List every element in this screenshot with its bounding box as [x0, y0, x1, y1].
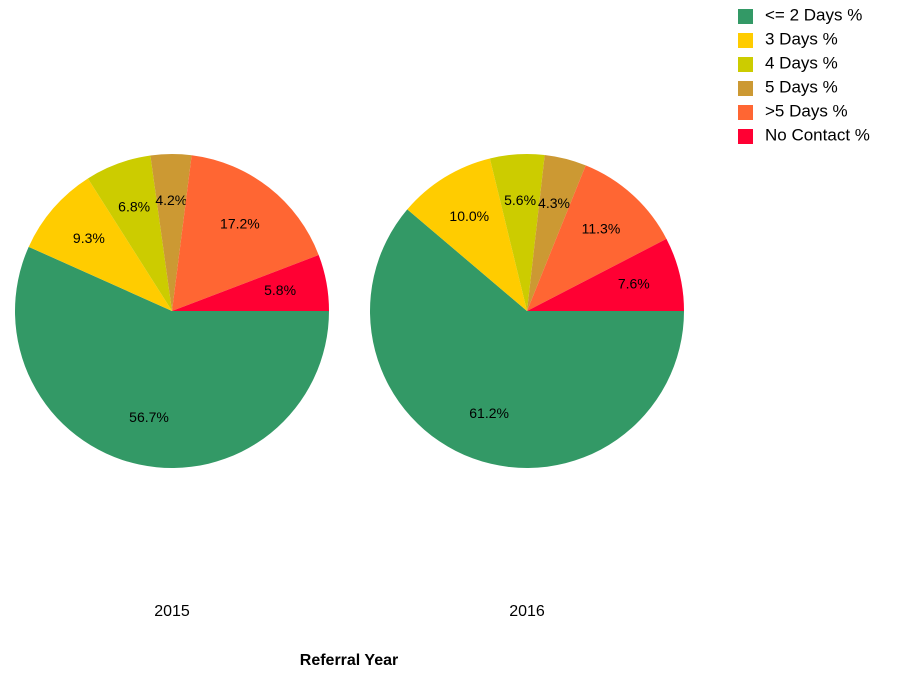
legend-swatch [738, 57, 753, 72]
legend-swatch [738, 129, 753, 144]
data-label: 17.2% [220, 215, 260, 231]
data-label: 10.0% [449, 208, 489, 224]
data-label: 61.2% [469, 405, 509, 421]
pie-slice [527, 155, 586, 311]
data-label: 5.8% [264, 282, 296, 298]
pie-slice [527, 238, 684, 311]
legend-label: >5 Days % [765, 101, 848, 120]
pie-slice [489, 154, 545, 311]
data-label: 56.7% [129, 409, 169, 425]
x-axis-label: Referral Year [300, 652, 398, 669]
pie-slice [28, 178, 172, 311]
legend-label: 3 Days % [765, 29, 838, 48]
legend-label: 5 Days % [765, 77, 838, 96]
pie-slice [370, 209, 684, 468]
pie-slice [87, 155, 172, 311]
data-label: 11.3% [582, 220, 621, 236]
data-label: 9.3% [73, 230, 105, 246]
pie-slice [527, 165, 667, 311]
pie-slice [15, 246, 330, 468]
pie-title: 2015 [154, 603, 190, 620]
data-label: 4.2% [155, 192, 187, 208]
data-label: 4.3% [538, 195, 570, 211]
legend-swatch [738, 81, 753, 96]
pie-slice [407, 158, 527, 311]
legend-label: <= 2 Days % [765, 5, 862, 24]
data-label: 5.6% [504, 192, 536, 208]
data-label: 6.8% [118, 199, 150, 215]
legend-label: No Contact % [765, 125, 870, 144]
legend-swatch [738, 33, 753, 48]
data-label: 7.6% [618, 276, 650, 292]
pie-slice [172, 255, 329, 311]
pie-title: 2016 [509, 603, 545, 620]
legend-label: 4 Days % [765, 53, 838, 72]
pie-slice [150, 154, 192, 311]
legend-swatch [738, 9, 753, 24]
legend-swatch [738, 105, 753, 120]
pie-slice [172, 155, 319, 311]
